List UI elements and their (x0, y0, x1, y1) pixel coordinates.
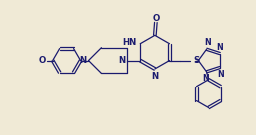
Text: N: N (118, 56, 125, 65)
Text: N: N (202, 74, 209, 83)
Text: N: N (79, 56, 87, 65)
Text: S: S (193, 56, 200, 65)
Text: HN: HN (122, 38, 136, 47)
Text: N: N (204, 38, 211, 47)
Text: O: O (152, 14, 159, 23)
Text: O: O (38, 56, 46, 65)
Text: N: N (218, 70, 224, 79)
Text: N: N (217, 43, 223, 52)
Text: N: N (151, 72, 158, 81)
